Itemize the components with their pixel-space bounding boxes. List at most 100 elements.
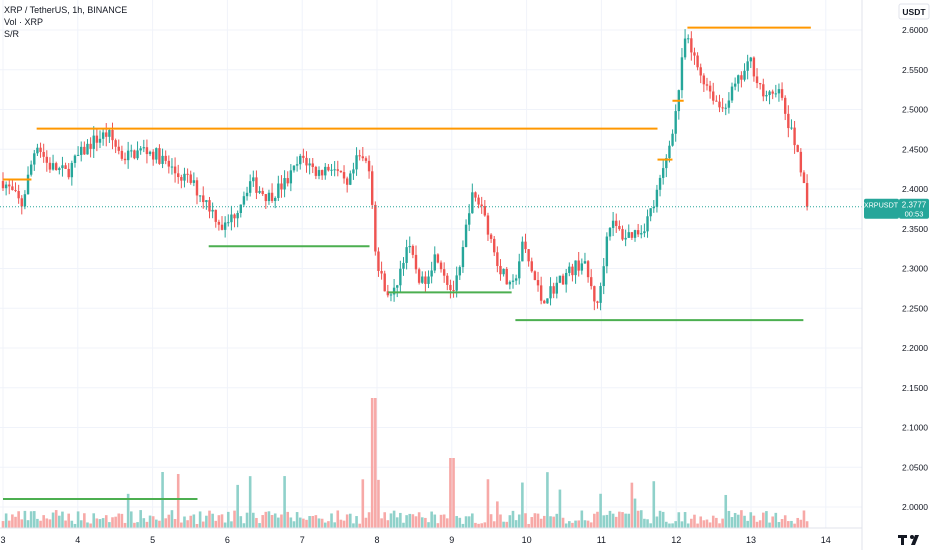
volume-bar [311,516,315,528]
time-tick-label: 3 [0,535,5,545]
candle-body [680,57,684,91]
volume-bar [627,513,631,528]
volume-bar [680,521,684,528]
candle-body [227,222,230,224]
candle-body [749,57,752,62]
volume-bar [198,511,202,528]
candle-body [386,291,390,296]
candle-body [493,238,496,253]
candle-body [511,280,515,282]
volume-bar [618,511,621,528]
candle-body [236,212,239,219]
candle-body [417,269,421,283]
currency-box [898,3,930,20]
volume-bar [223,522,227,528]
volume-bar [586,520,590,528]
candle-body [596,301,599,303]
candle-body [17,190,20,199]
candle-body [380,270,383,274]
volume-bar [98,519,102,528]
candle-body [608,227,612,237]
sr-indicator-label[interactable]: S/R [4,29,20,39]
candle-body [29,164,33,175]
volume-bar [83,513,86,528]
volume-bar [201,521,205,528]
candle-body [349,173,352,185]
candle-body [161,155,164,164]
candle-body [590,277,593,287]
candle-body [98,138,102,143]
volume-bar [467,516,471,528]
candle-body [155,148,158,160]
price-tick-label: 2.0000 [902,502,928,512]
volume-bar [611,513,615,528]
volume-bar [546,472,549,528]
candle-body [352,169,355,174]
candle-body [255,177,258,193]
volume-bar [361,479,365,528]
volume-bar [280,514,283,528]
volume-bar [395,517,399,528]
volume-bar [643,518,646,528]
candle-body [649,208,652,217]
volume-bar [486,479,490,528]
candle-body [408,245,411,248]
candle-body [239,204,242,213]
candle-body [105,132,108,137]
candle-body [574,260,577,276]
candle-body [533,271,537,281]
symbol-title[interactable]: XRP / TetherUS, 1h, BINANCE [4,5,128,15]
volume-indicator-label[interactable]: Vol · XRP [4,17,44,27]
volume-bar [305,519,308,528]
volume-bar [58,515,61,528]
volume-bar [267,511,271,528]
candle-body [42,151,45,157]
price-tick-label: 2.4000 [902,184,928,194]
volume-bar [51,512,55,528]
candle-body [202,195,205,203]
candle-body [702,75,706,85]
volume-bar [36,518,39,528]
price-tick-label: 2.6000 [902,25,928,35]
volume-bar [746,520,749,528]
volume-bar [652,481,656,528]
volume-bar [151,516,155,528]
volume-bar [367,512,371,528]
candle-body [464,224,468,248]
candle-body [793,127,796,146]
volume-bar [261,515,264,528]
volume-bar [320,518,324,528]
volume-bar [802,510,806,528]
volume-bar [449,458,452,528]
candle-body [245,192,249,197]
candle-body [164,155,167,161]
volume-bar [295,512,299,528]
candle-body [339,170,343,173]
candle-body [618,226,621,230]
volume-bar [45,518,49,528]
volume-bar [302,518,305,528]
volume-bar [783,515,787,528]
candle-body [777,89,781,94]
candle-body [593,286,596,302]
price-tick-label: 2.5000 [902,105,928,115]
volume-bar [264,511,268,528]
volume-bar [761,512,765,528]
candle-body [496,252,499,266]
volume-bar [252,512,255,528]
candle-body [571,266,574,276]
volume-bar [173,518,177,528]
volume-bar [411,514,415,528]
volume-bar [170,510,174,528]
volume-bar [374,398,377,528]
candle-body [148,151,152,155]
time-tick-label: 7 [300,535,305,545]
currency-label[interactable]: USDT [902,7,926,17]
volume-bar [693,514,696,528]
volume-bar [496,501,499,528]
candle-body [564,272,568,285]
candle-body [233,214,236,219]
candle-body [552,286,555,294]
volume-bar [23,510,27,528]
